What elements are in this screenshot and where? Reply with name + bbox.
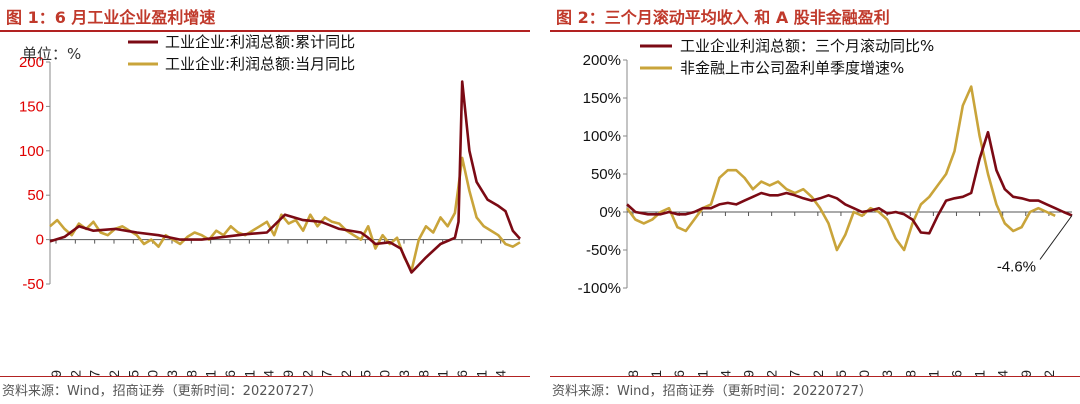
annotation-label: -4.6% <box>997 258 1036 275</box>
x-tick-label: 2015-08 <box>183 370 199 376</box>
y-tick-label: 0 <box>36 232 44 249</box>
y-tick-label: -50% <box>586 242 621 259</box>
x-tick-label: 2016-04 <box>717 370 733 376</box>
unit-label: 单位：% <box>22 45 81 63</box>
series-line <box>625 85 1056 252</box>
y-tick-label: -100% <box>578 280 621 297</box>
x-tick-label: 2018-07 <box>319 370 335 376</box>
x-tick-label: 2014-08 <box>625 370 641 376</box>
x-tick-label: 2015-11 <box>694 370 710 376</box>
x-tick-label: 2014-10 <box>145 370 161 376</box>
x-tick-label: 2021-09 <box>1018 370 1034 376</box>
legend-label: 工业企业:利润总额:当月同比 <box>165 55 355 73</box>
legend-label: 工业企业:利润总额:累计同比 <box>165 33 355 51</box>
title-rule <box>550 30 1080 32</box>
y-tick-label: 50% <box>591 166 621 183</box>
x-tick-label: 2013-07 <box>87 370 103 376</box>
title-rule <box>0 30 530 32</box>
x-tick-label: 2016-11 <box>241 370 257 376</box>
y-tick-label: 200% <box>583 52 621 69</box>
series-line <box>49 80 521 274</box>
x-tick-label: 2015-03 <box>164 370 180 376</box>
x-tick-label: 2016-01 <box>203 370 219 376</box>
x-tick-label: 2017-02 <box>764 370 780 376</box>
x-tick-label: 2018-12 <box>338 370 354 376</box>
x-tick-label: 2014-05 <box>125 370 141 376</box>
x-tick-label: 2018-10 <box>856 370 872 376</box>
x-tick-label: 2017-07 <box>787 370 803 376</box>
x-tick-label: 2012-09 <box>48 370 64 376</box>
x-tick-label: 2017-12 <box>810 370 826 376</box>
legend-label: 工业企业利润总额：三个月滚动同比% <box>680 37 934 55</box>
y-tick-label: 100 <box>19 143 44 160</box>
x-tick-label: 2018-05 <box>833 370 849 376</box>
figure-2-source: 资料来源：Wind，招商证券（更新时间：20220727） <box>552 384 872 399</box>
x-tick-label: 2019-08 <box>902 370 918 376</box>
y-tick-label: 100% <box>583 128 621 145</box>
y-tick-label: 50 <box>27 187 44 204</box>
x-tick-label: 2016-09 <box>741 370 757 376</box>
legend-label: 非金融上市公司盈利单季度增速% <box>680 59 904 77</box>
x-tick-label: 2019-10 <box>377 370 393 376</box>
x-tick-label: 2015-01 <box>648 370 664 376</box>
y-tick-label: -50 <box>22 276 44 293</box>
x-tick-label: 2016-06 <box>222 370 238 376</box>
series-line <box>626 130 1073 235</box>
y-tick-label: 200 <box>19 54 44 71</box>
x-tick-label: 2020-11 <box>972 370 988 376</box>
x-tick-label: 2013-02 <box>67 370 83 376</box>
y-tick-label: 150% <box>583 90 621 107</box>
x-tick-label: 2022-04 <box>493 370 509 376</box>
source-rule <box>550 376 1080 377</box>
x-tick-label: 2013-12 <box>106 370 122 376</box>
chart-right: -100% -50% 0% 50% 100% 150% 200% 2014-08 2015-01… <box>578 37 1073 376</box>
x-tick-label: 2017-04 <box>261 370 277 376</box>
x-tick-label: 2021-11 <box>473 370 489 376</box>
x-tick-label: 2015-06 <box>671 370 687 376</box>
figure-2-panel: 图 2：三个月滚动平均收入 和 A 股非金融盈利 -100% -50% 0% 50% 1… <box>550 0 1080 404</box>
y-tick-label: 0% <box>599 204 621 221</box>
x-tick-label: 2017-09 <box>280 370 296 376</box>
x-tick-label: 2021-01 <box>435 370 451 376</box>
x-tick-label: 2020-03 <box>396 370 412 376</box>
x-tick-label: 2021-04 <box>995 370 1011 376</box>
figure-1-source: 资料来源：Wind，招商证券（更新时间：20220727） <box>2 384 322 399</box>
x-tick-label: 2021-06 <box>454 370 470 376</box>
x-tick-label: 2019-05 <box>357 370 373 376</box>
y-tick-label: 150 <box>19 98 44 115</box>
x-tick-label: 2020-08 <box>415 370 431 376</box>
annotation-leader <box>1039 215 1073 260</box>
figure-1-panel: 图 1：6 月工业企业盈利增速 -500501001502002012-0920… <box>0 0 530 404</box>
x-tick-label: 2018-02 <box>299 370 315 376</box>
figure-1-title: 图 1：6 月工业企业盈利增速 <box>6 8 216 27</box>
x-tick-label: 2019-03 <box>879 370 895 376</box>
source-rule <box>0 376 530 377</box>
chart-left: -50 0 50 100 150 200 2012-092013-02 2013-072013… <box>19 33 521 376</box>
x-tick-label: 2020-06 <box>948 370 964 376</box>
x-tick-label: 2022-02 <box>1041 370 1057 376</box>
x-tick-label: 2020-01 <box>925 370 941 376</box>
figure-2-title: 图 2：三个月滚动平均收入 和 A 股非金融盈利 <box>556 8 890 27</box>
